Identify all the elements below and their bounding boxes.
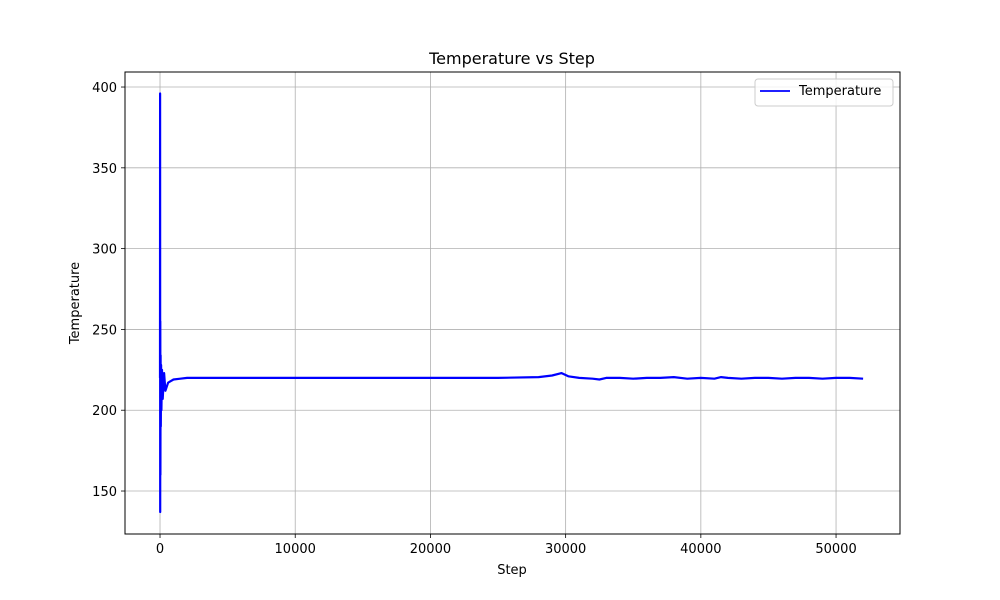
x-axis-label: Step (497, 563, 527, 578)
x-axis: 0 10000 20000 30000 40000 50000 (156, 534, 857, 557)
grid (125, 72, 900, 534)
axes-frame (124, 71, 901, 535)
temperature-line (158, 92, 864, 514)
y-tick-label: 350 (92, 162, 117, 177)
legend-label: Temperature (798, 84, 881, 99)
x-tick-label: 40000 (680, 542, 721, 557)
y-tick-label: 300 (92, 243, 117, 258)
x-tick-label: 20000 (410, 542, 451, 557)
x-tick-label: 0 (156, 542, 164, 557)
x-tick-label: 50000 (815, 542, 856, 557)
y-tick-label: 150 (92, 485, 117, 500)
x-tick-label: 30000 (545, 542, 586, 557)
plot-area (158, 92, 864, 514)
chart-title: Temperature vs Step (428, 49, 595, 68)
y-tick-label: 400 (92, 81, 117, 96)
y-axis-label: Temperature (68, 262, 83, 345)
y-axis: 150 200 250 300 350 400 (92, 81, 125, 500)
x-tick-label: 10000 (275, 542, 316, 557)
legend: Temperature (754, 78, 894, 107)
y-tick-label: 250 (92, 323, 117, 338)
y-tick-label: 200 (92, 404, 117, 419)
legend-box (754, 78, 894, 107)
